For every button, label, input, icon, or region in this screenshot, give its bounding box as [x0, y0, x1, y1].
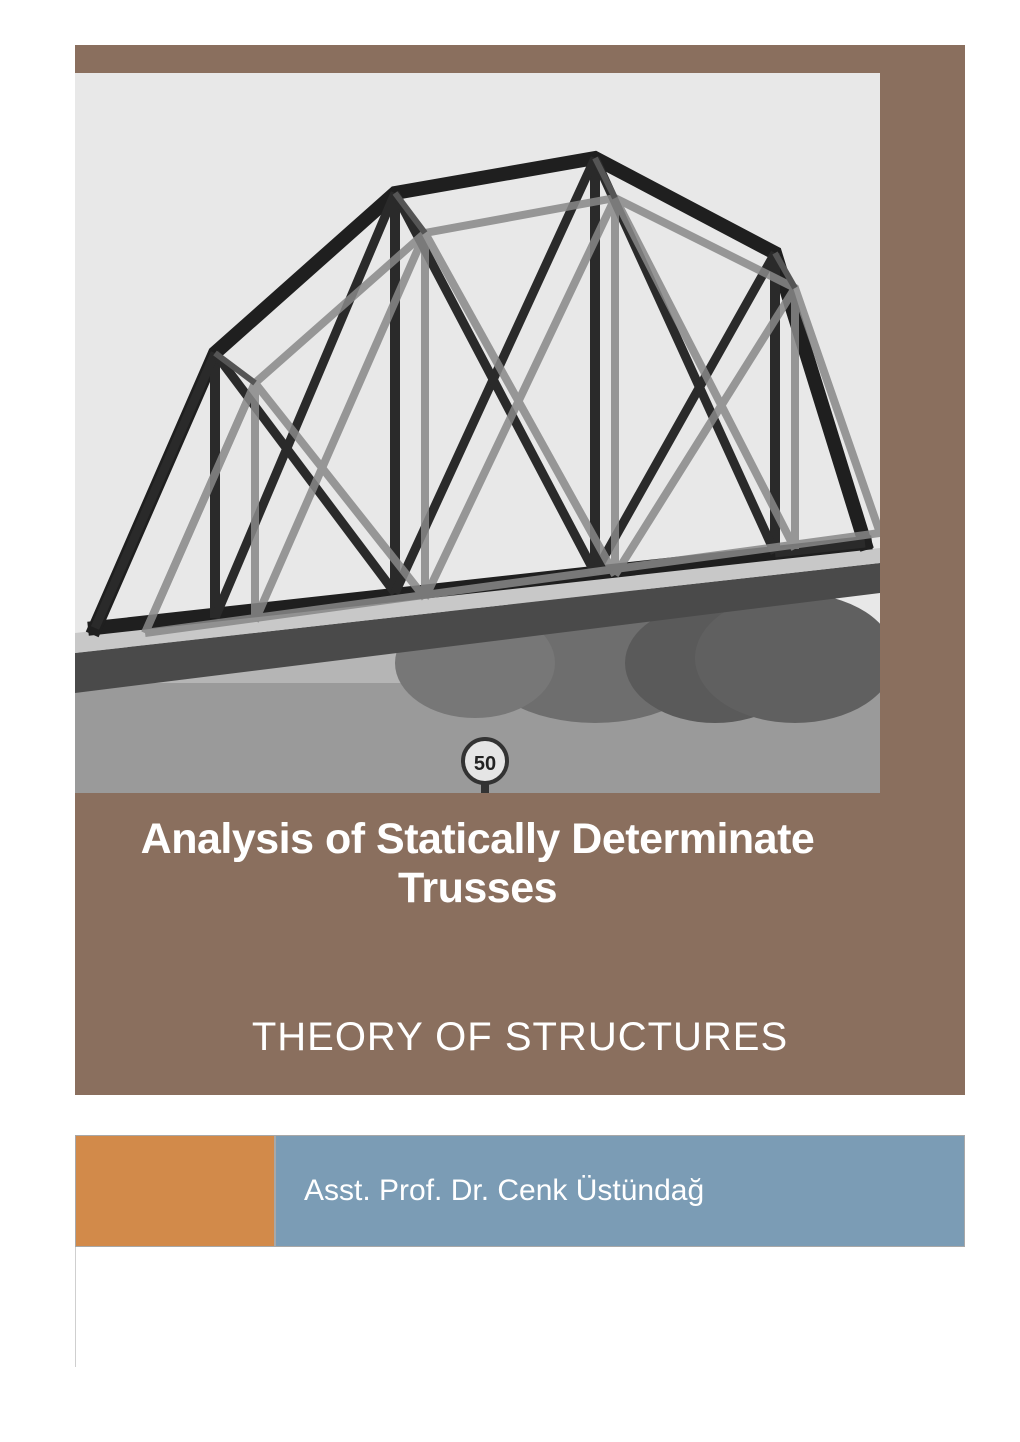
author-row: Asst. Prof. Dr. Cenk Üstündağ [75, 1135, 965, 1247]
orange-accent-block [75, 1135, 275, 1247]
brown-panel: 50 Analysis of Statically Determinate Tr… [75, 45, 965, 1095]
author-block: Asst. Prof. Dr. Cenk Üstündağ [275, 1135, 965, 1247]
brown-right-strip [880, 45, 965, 1095]
hero-image: 50 [75, 73, 880, 793]
author-name: Asst. Prof. Dr. Cenk Üstündağ [304, 1174, 704, 1208]
left-vertical-rule [75, 1247, 76, 1367]
slide-title: Analysis of Statically Determinate Truss… [75, 815, 880, 913]
bridge-svg: 50 [75, 73, 880, 793]
slide-page: 50 Analysis of Statically Determinate Tr… [0, 0, 1020, 1442]
slide-subtitle: THEORY OF STRUCTURES [75, 1015, 965, 1060]
svg-text:50: 50 [474, 753, 496, 775]
